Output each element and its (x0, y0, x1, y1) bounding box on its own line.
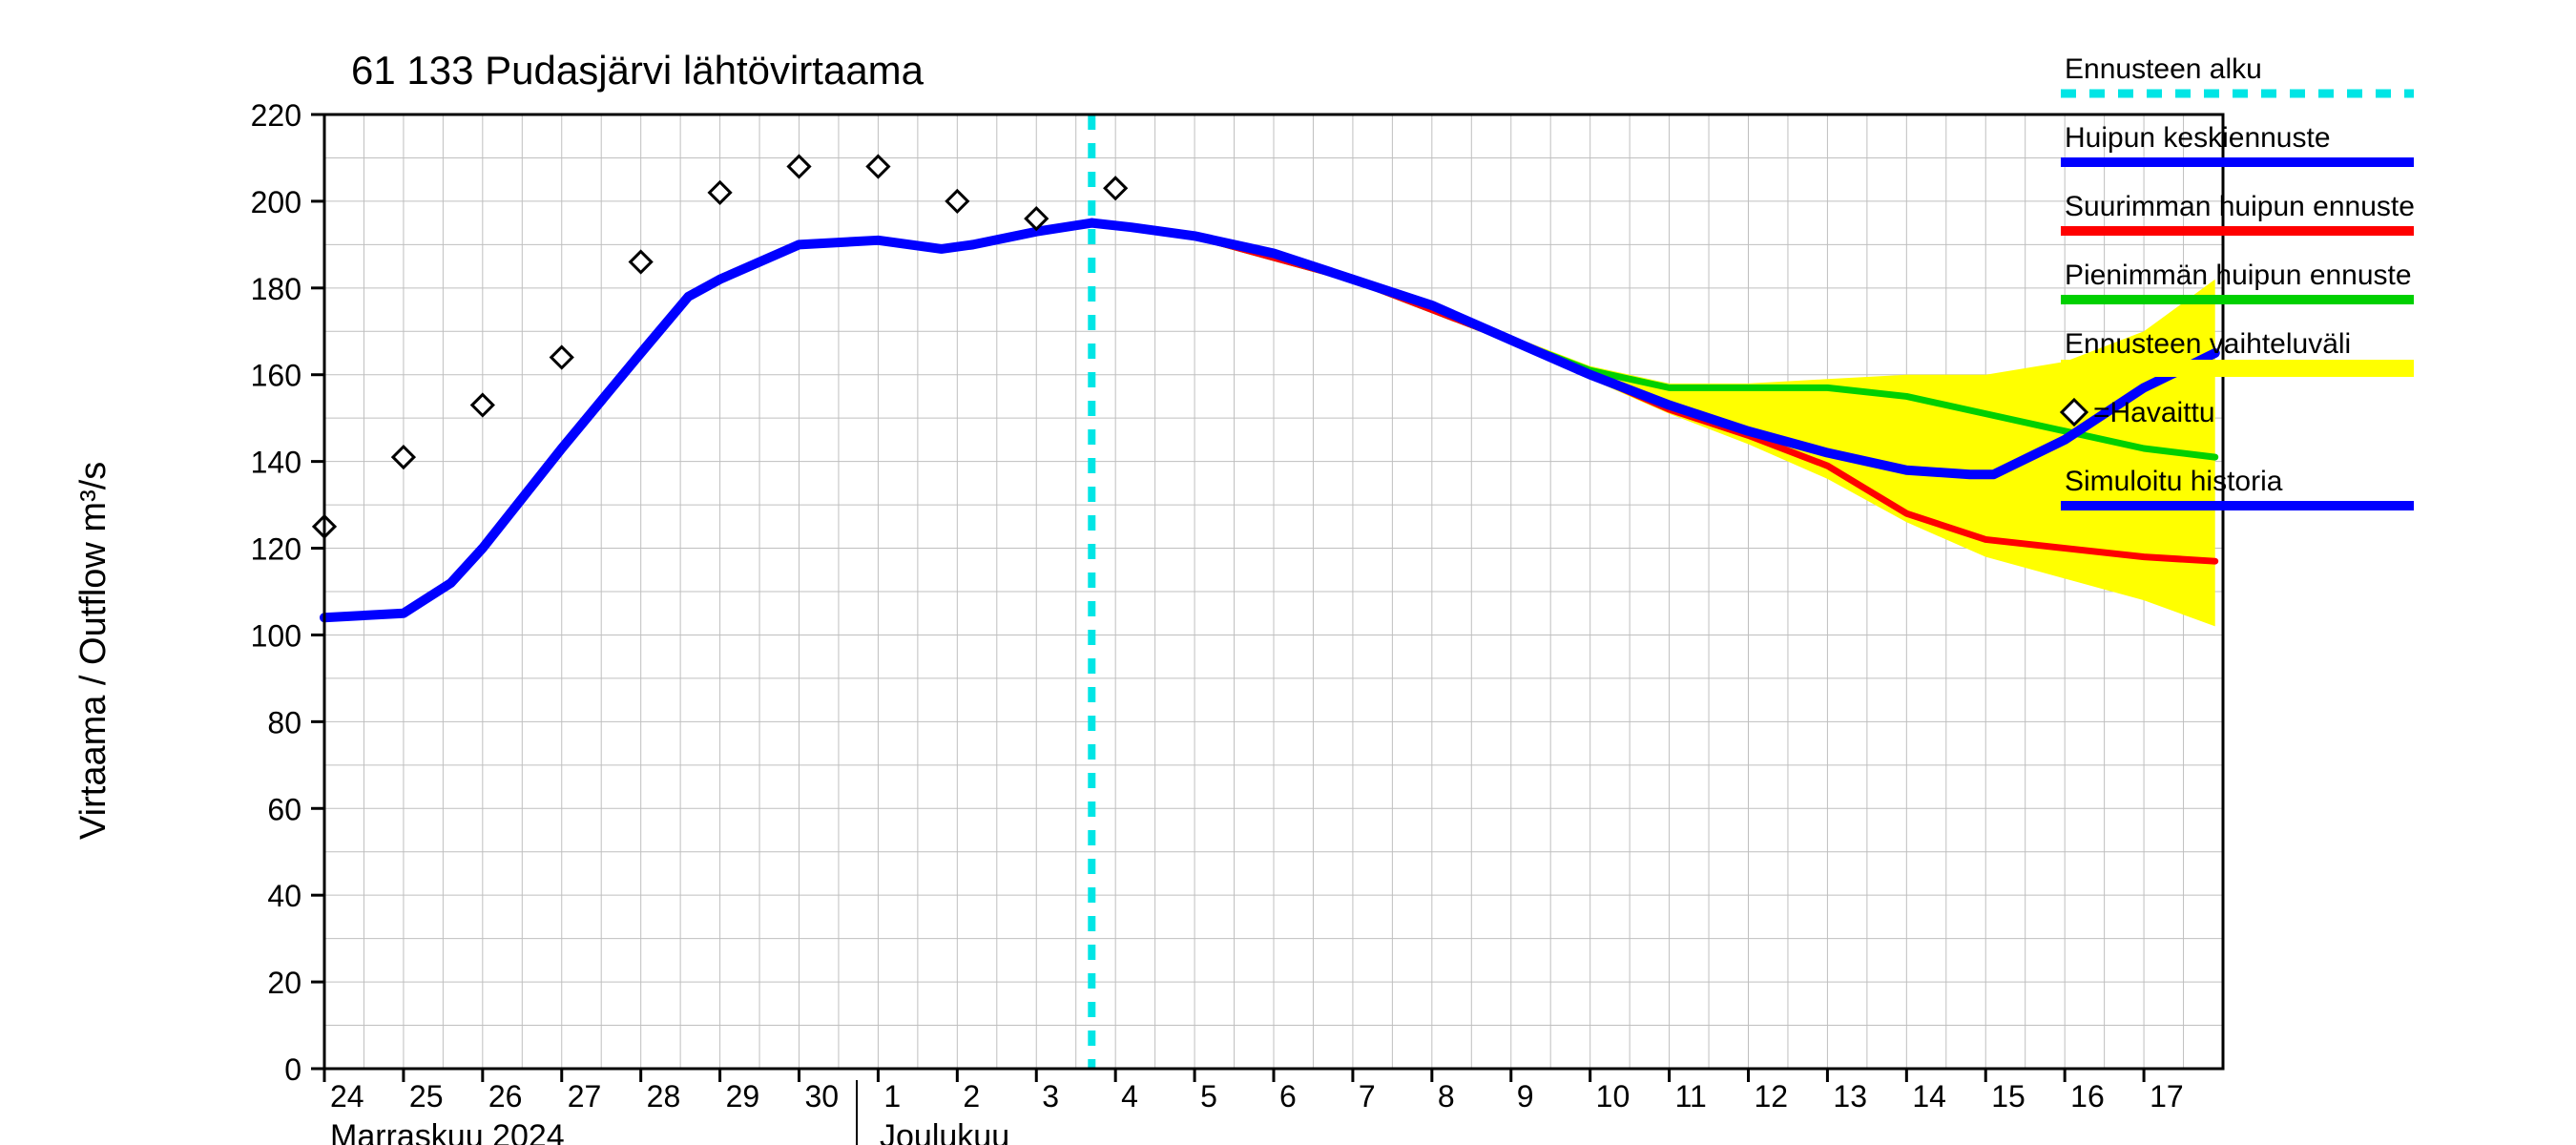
month-label-left-1: Marraskuu 2024 (330, 1118, 565, 1145)
y-tick-label: 120 (251, 532, 301, 567)
chart-title: 61 133 Pudasjärvi lähtövirtaama (351, 48, 924, 93)
x-tick-label: 7 (1359, 1079, 1376, 1114)
y-tick-label: 40 (267, 879, 301, 913)
legend-label: Ennusteen alku (2065, 53, 2262, 85)
x-tick-label: 24 (330, 1079, 364, 1114)
month-label-right-1: Joulukuu (880, 1118, 1009, 1145)
observed-point (1105, 177, 1126, 198)
y-tick-label: 180 (251, 272, 301, 306)
x-tick-label: 11 (1675, 1079, 1707, 1114)
legend-label: Huipun keskiennuste (2065, 122, 2331, 154)
x-tick-label: 4 (1121, 1079, 1138, 1114)
x-tick-label: 16 (2070, 1079, 2105, 1114)
y-tick-label: 160 (251, 359, 301, 393)
x-tick-label: 12 (1755, 1079, 1789, 1114)
x-tick-label: 17 (2150, 1079, 2184, 1114)
y-tick-label: 140 (251, 446, 301, 480)
x-tick-label: 8 (1438, 1079, 1455, 1114)
x-tick-label: 1 (883, 1079, 901, 1114)
observed-point (551, 347, 572, 368)
observed-point (946, 191, 967, 212)
x-tick-label: 14 (1912, 1079, 1946, 1114)
y-tick-label: 20 (267, 966, 301, 1000)
y-tick-label: 200 (251, 185, 301, 219)
x-tick-label: 10 (1596, 1079, 1631, 1114)
y-tick-label: 220 (251, 98, 301, 133)
x-tick-label: 13 (1833, 1079, 1867, 1114)
observed-point (867, 156, 888, 177)
chart-container: 0204060801001201401601802002202425262728… (0, 0, 2576, 1145)
legend-label: Pienimmän huipun ennuste (2065, 260, 2412, 291)
y-tick-label: 100 (251, 618, 301, 653)
legend-label: Ennusteen vaihteluväli (2065, 328, 2351, 360)
observed-point (710, 182, 731, 203)
x-tick-label: 30 (805, 1079, 840, 1114)
x-tick-label: 9 (1517, 1079, 1534, 1114)
y-tick-label: 60 (267, 792, 301, 826)
y-axis-label: Virtaama / Outflow m³/s (73, 462, 114, 840)
x-tick-label: 26 (488, 1079, 523, 1114)
x-tick-label: 25 (409, 1079, 444, 1114)
sim-history-line (324, 223, 1091, 618)
legend-label: =Havaittu (2093, 397, 2215, 428)
x-tick-label: 28 (647, 1079, 681, 1114)
x-tick-label: 29 (726, 1079, 760, 1114)
observed-point (631, 252, 652, 273)
observed-point (472, 395, 493, 416)
observed-point (789, 156, 810, 177)
chart-svg: 0204060801001201401601802002202425262728… (0, 0, 2576, 1145)
x-tick-label: 15 (1991, 1079, 2025, 1114)
legend-band-icon (2061, 360, 2414, 377)
x-tick-label: 2 (963, 1079, 980, 1114)
x-tick-label: 6 (1279, 1079, 1297, 1114)
x-tick-label: 5 (1200, 1079, 1217, 1114)
legend-label: Simuloitu historia (2065, 466, 2283, 497)
x-tick-label: 27 (568, 1079, 602, 1114)
observed-point (393, 447, 414, 468)
legend-label: Suurimman huipun ennuste (2065, 191, 2415, 222)
x-tick-label: 3 (1042, 1079, 1059, 1114)
y-tick-label: 80 (267, 705, 301, 739)
y-tick-label: 0 (284, 1052, 301, 1087)
